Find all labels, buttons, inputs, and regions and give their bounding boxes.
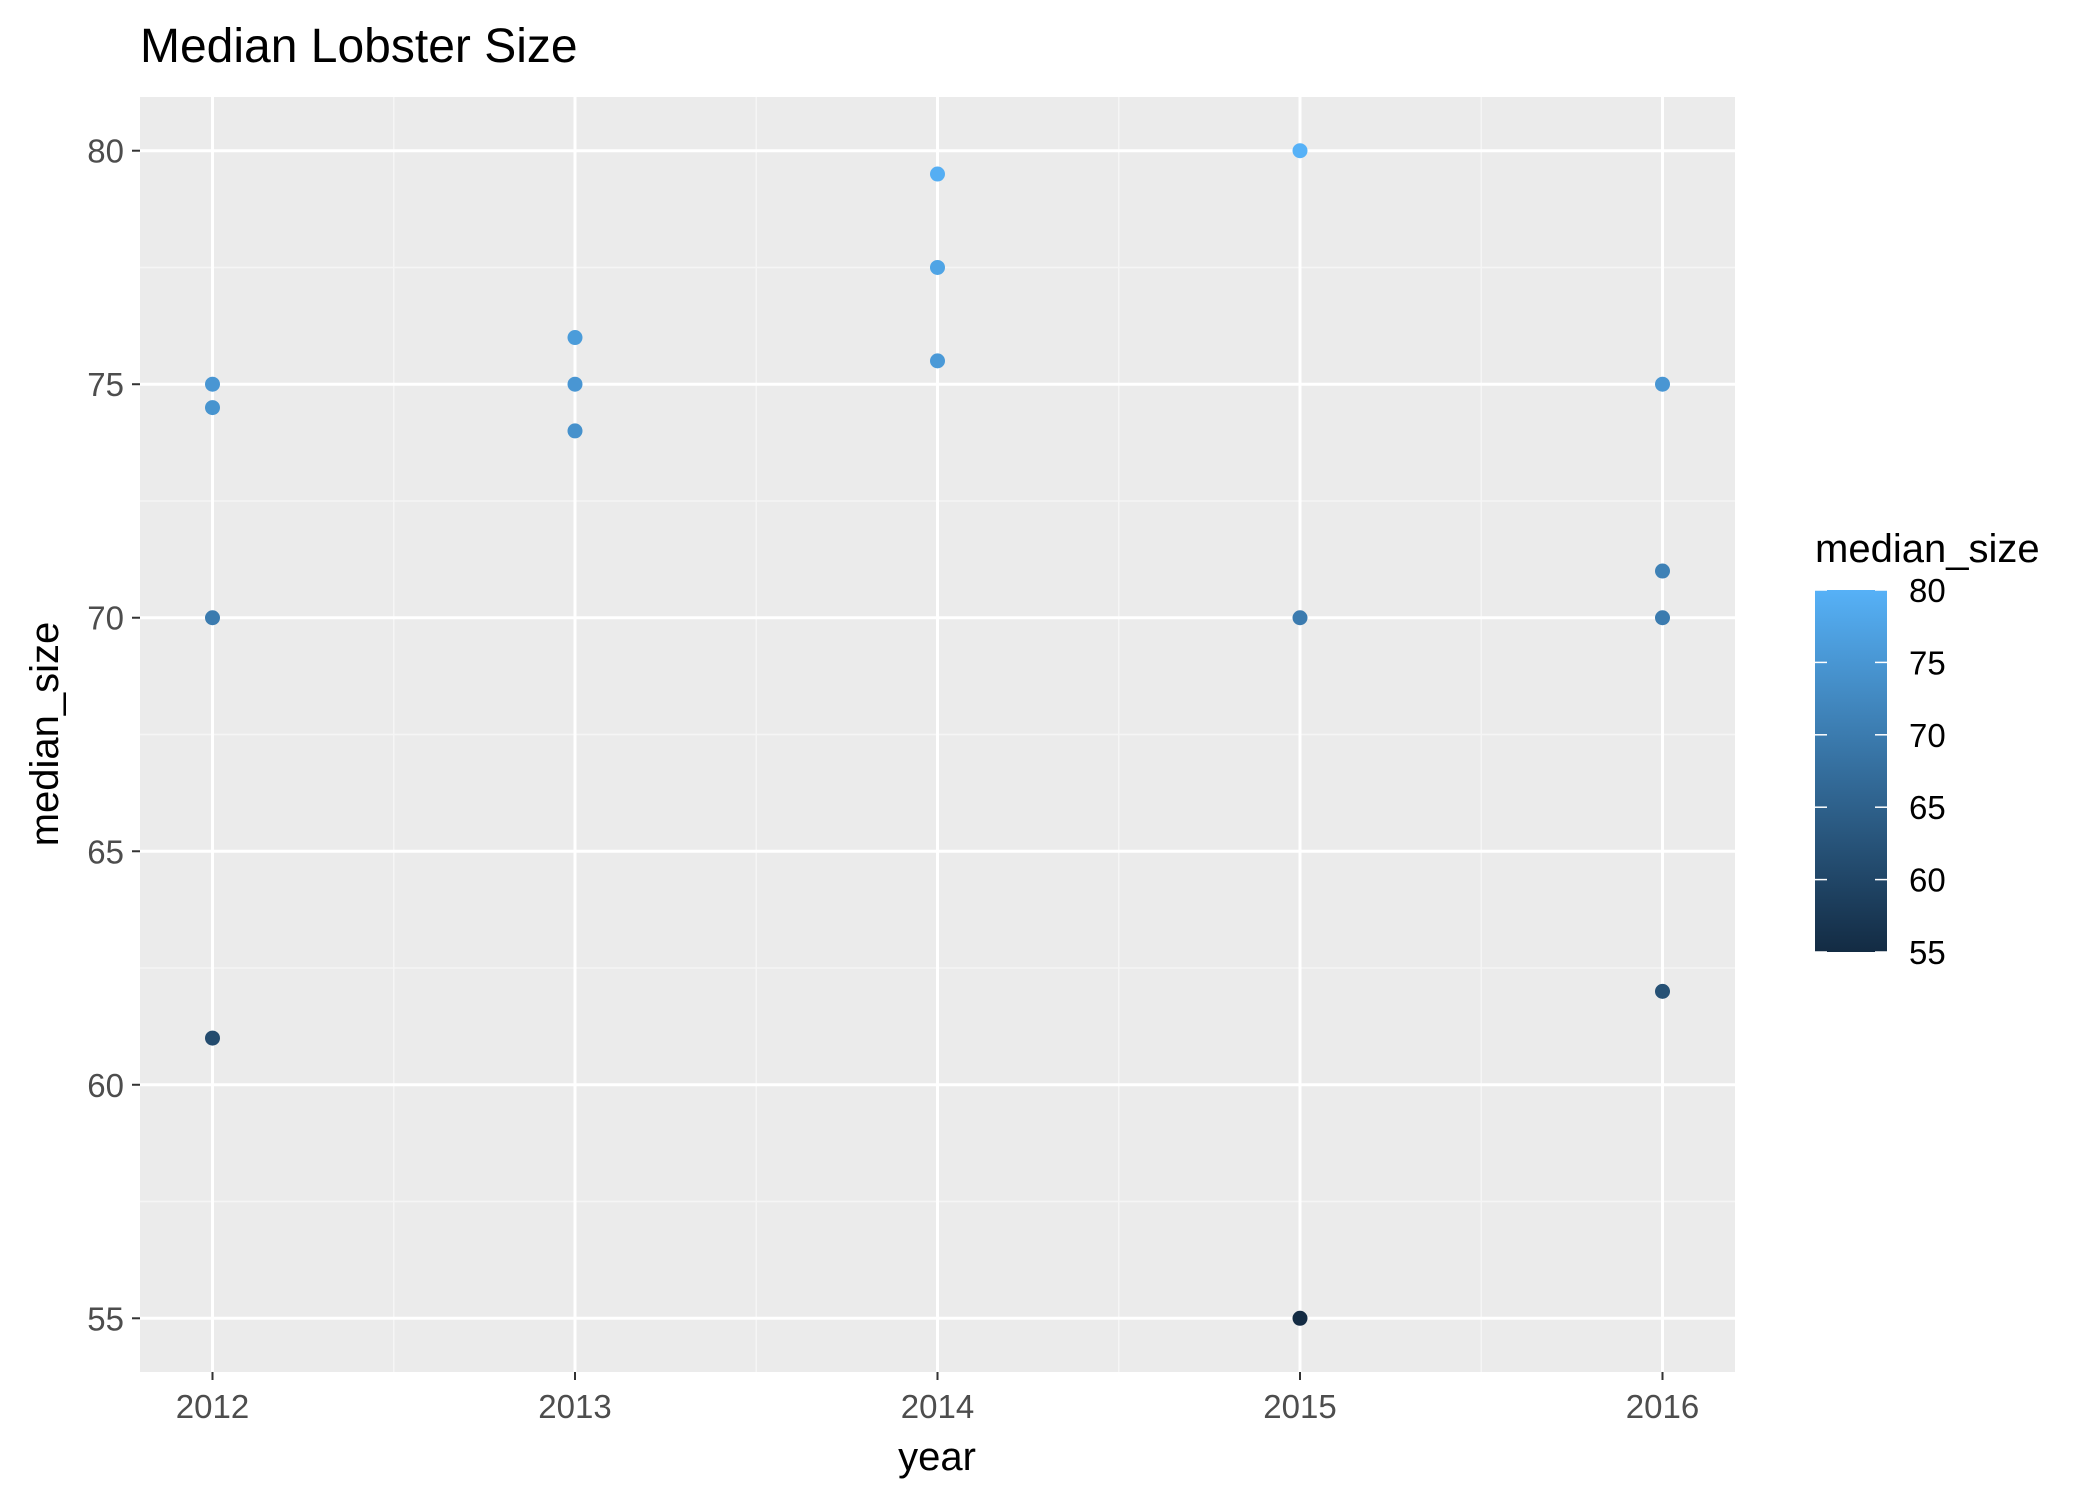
x-tick-label: 2015 bbox=[1263, 1388, 1336, 1425]
data-point bbox=[205, 376, 220, 392]
y-tick-label: 70 bbox=[87, 600, 124, 637]
data-point bbox=[1655, 563, 1670, 579]
data-point bbox=[1292, 1310, 1308, 1326]
data-point bbox=[930, 166, 945, 182]
data-points bbox=[205, 143, 1670, 1326]
x-axis-title: year bbox=[898, 1435, 976, 1479]
x-tick-label: 2012 bbox=[176, 1388, 249, 1425]
data-point bbox=[1655, 610, 1670, 626]
legend-tick-label: 75 bbox=[1909, 644, 1946, 681]
data-point bbox=[205, 610, 220, 626]
legend-tick-label: 65 bbox=[1909, 789, 1946, 826]
y-tick-label: 80 bbox=[87, 133, 124, 170]
legend-tick-label: 80 bbox=[1909, 572, 1946, 609]
data-point bbox=[930, 353, 945, 369]
data-point bbox=[930, 259, 945, 275]
y-tick-label: 75 bbox=[87, 366, 124, 403]
y-axis-ticks: 55 60 65 70 75 80 bbox=[87, 133, 140, 1337]
data-point bbox=[567, 330, 583, 346]
color-legend: median_size 80 75 70 65 60 55 bbox=[1815, 527, 2040, 971]
legend-tick-label: 60 bbox=[1909, 862, 1946, 899]
legend-title: median_size bbox=[1815, 527, 2040, 571]
x-tick-label: 2014 bbox=[901, 1388, 974, 1425]
data-point bbox=[1292, 143, 1308, 159]
y-tick-label: 60 bbox=[87, 1067, 124, 1104]
legend-colorbar bbox=[1815, 590, 1887, 952]
data-point bbox=[1292, 610, 1308, 626]
legend-tick-label: 55 bbox=[1909, 934, 1946, 971]
major-gridlines bbox=[140, 97, 1735, 1372]
y-tick-label: 65 bbox=[87, 833, 124, 870]
data-point bbox=[567, 376, 583, 392]
data-point bbox=[1655, 983, 1670, 999]
x-tick-label: 2016 bbox=[1626, 1388, 1699, 1425]
x-tick-label: 2013 bbox=[538, 1388, 611, 1425]
data-point bbox=[1655, 376, 1670, 392]
data-point bbox=[205, 1030, 220, 1046]
x-axis-ticks: 2012 2013 2014 2015 2016 bbox=[176, 1372, 1699, 1425]
y-axis-title: median_size bbox=[23, 622, 67, 847]
chart-title: Median Lobster Size bbox=[140, 20, 578, 73]
legend-ticks: 80 75 70 65 60 55 bbox=[1815, 572, 1946, 971]
data-point bbox=[205, 400, 220, 416]
legend-tick-label: 70 bbox=[1909, 717, 1946, 754]
y-tick-label: 55 bbox=[87, 1300, 124, 1337]
data-point bbox=[567, 423, 583, 439]
